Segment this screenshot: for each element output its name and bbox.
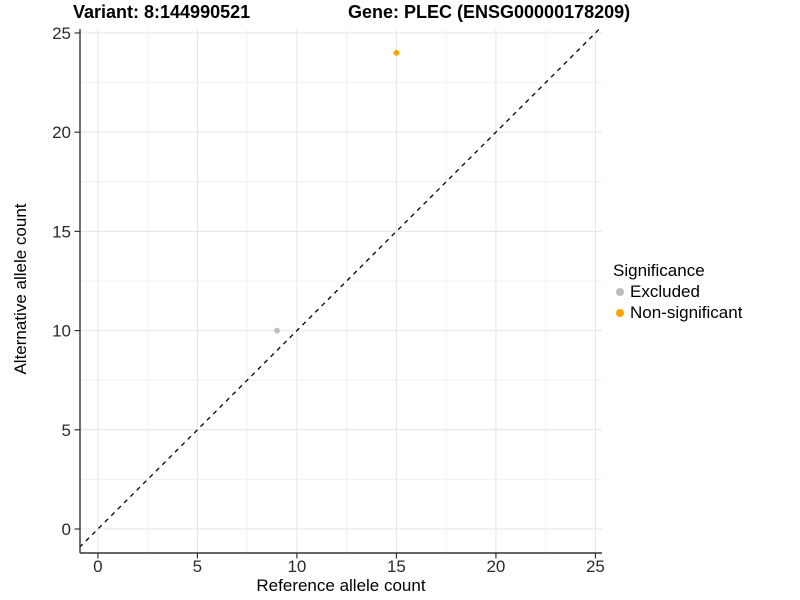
legend-item: Excluded [613,281,742,302]
legend-item-label: Excluded [630,281,700,301]
y-tick-label: 10 [52,322,71,341]
y-tick-label: 15 [52,222,71,241]
data-point-excluded [274,327,280,334]
y-tick-label: 0 [62,520,71,539]
y-axis-title: Alternative allele count [11,203,30,375]
x-tick-label: 20 [486,557,505,576]
x-tick-label: 15 [387,557,406,576]
legend-item-label: Non-significant [630,302,743,322]
legend: Significance Excluded Non-significant [613,260,742,323]
identity-line [80,29,601,548]
plot-title-gene: Gene: PLEC (ENSG00000178209) [348,2,631,22]
legend-items: Excluded Non-significant [613,281,742,323]
x-axis-title: Reference allele count [256,576,426,595]
x-tick-label: 0 [93,557,102,576]
legend-item: Non-significant [613,302,742,323]
legend-title: Significance [613,261,705,280]
y-tick-label: 5 [62,421,71,440]
data-point-non-significant [393,49,400,56]
plot-title-variant: Variant: 8:144990521 [73,2,251,22]
x-tick-label: 5 [193,557,202,576]
y-tick-label: 20 [52,123,71,142]
y-tick-label: 25 [52,24,71,43]
x-tick-label: 25 [586,557,605,576]
legend-dot-excluded [616,287,624,296]
legend-dot-non-significant [616,308,624,317]
x-tick-label: 10 [287,557,306,576]
